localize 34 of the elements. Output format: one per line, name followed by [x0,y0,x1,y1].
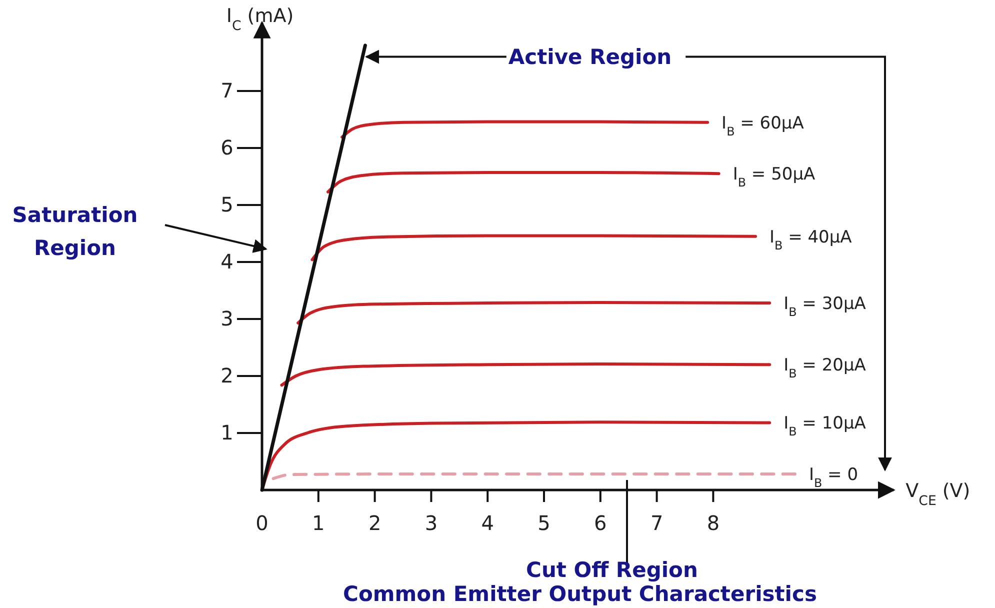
line-series [280,362,772,387]
series-label: I$_{B}$ = 40μA [770,227,852,252]
series-label: I$_{B}$ = 60μA [722,113,804,138]
series-label: I$_{B}$ = 30μA [784,294,866,319]
y-tick-label: 3 [220,306,234,330]
line-series [310,234,757,262]
series-label: I$_{B}$ = 20μA [784,356,866,381]
x-tick-label: 2 [368,511,382,536]
x-tick-label: 3 [424,511,438,536]
x-tick-label: 1 [312,511,325,536]
y-tick-label: 7 [220,78,234,102]
text: Cut Off Region [526,558,698,582]
y-tick-label: 4 [220,249,234,274]
x-axis-title: V$_{CE}$ (V) [906,480,970,508]
series-label: I$_{B}$ = 50μA [732,164,816,190]
annotation: Active Region [508,45,672,70]
x-tick-label: 4 [481,511,494,536]
text: Common Emitter Output Characteristics [343,582,817,606]
line-series [326,171,720,194]
y-tick-label: 5 [220,192,234,216]
x-tick-label: 0 [256,511,268,536]
series-label: I$_{B}$ = 10μA [784,414,866,439]
line-series [340,120,710,139]
y-tick-label: 1 [220,420,234,444]
x-tick-label: 8 [706,511,720,536]
line-series [296,300,772,324]
x-tick-label: 6 [594,511,607,536]
y-tick-label: 6 [220,135,234,160]
y-tick-label: 2 [220,363,234,388]
x-tick-label: 7 [650,511,664,536]
y-axis-title: I$_{C}$ (mA) [226,5,294,34]
text: Saturation Region [12,203,138,260]
x-tick-label: 5 [538,511,550,536]
series-label: I$_{B}$ = 0 [808,464,858,490]
